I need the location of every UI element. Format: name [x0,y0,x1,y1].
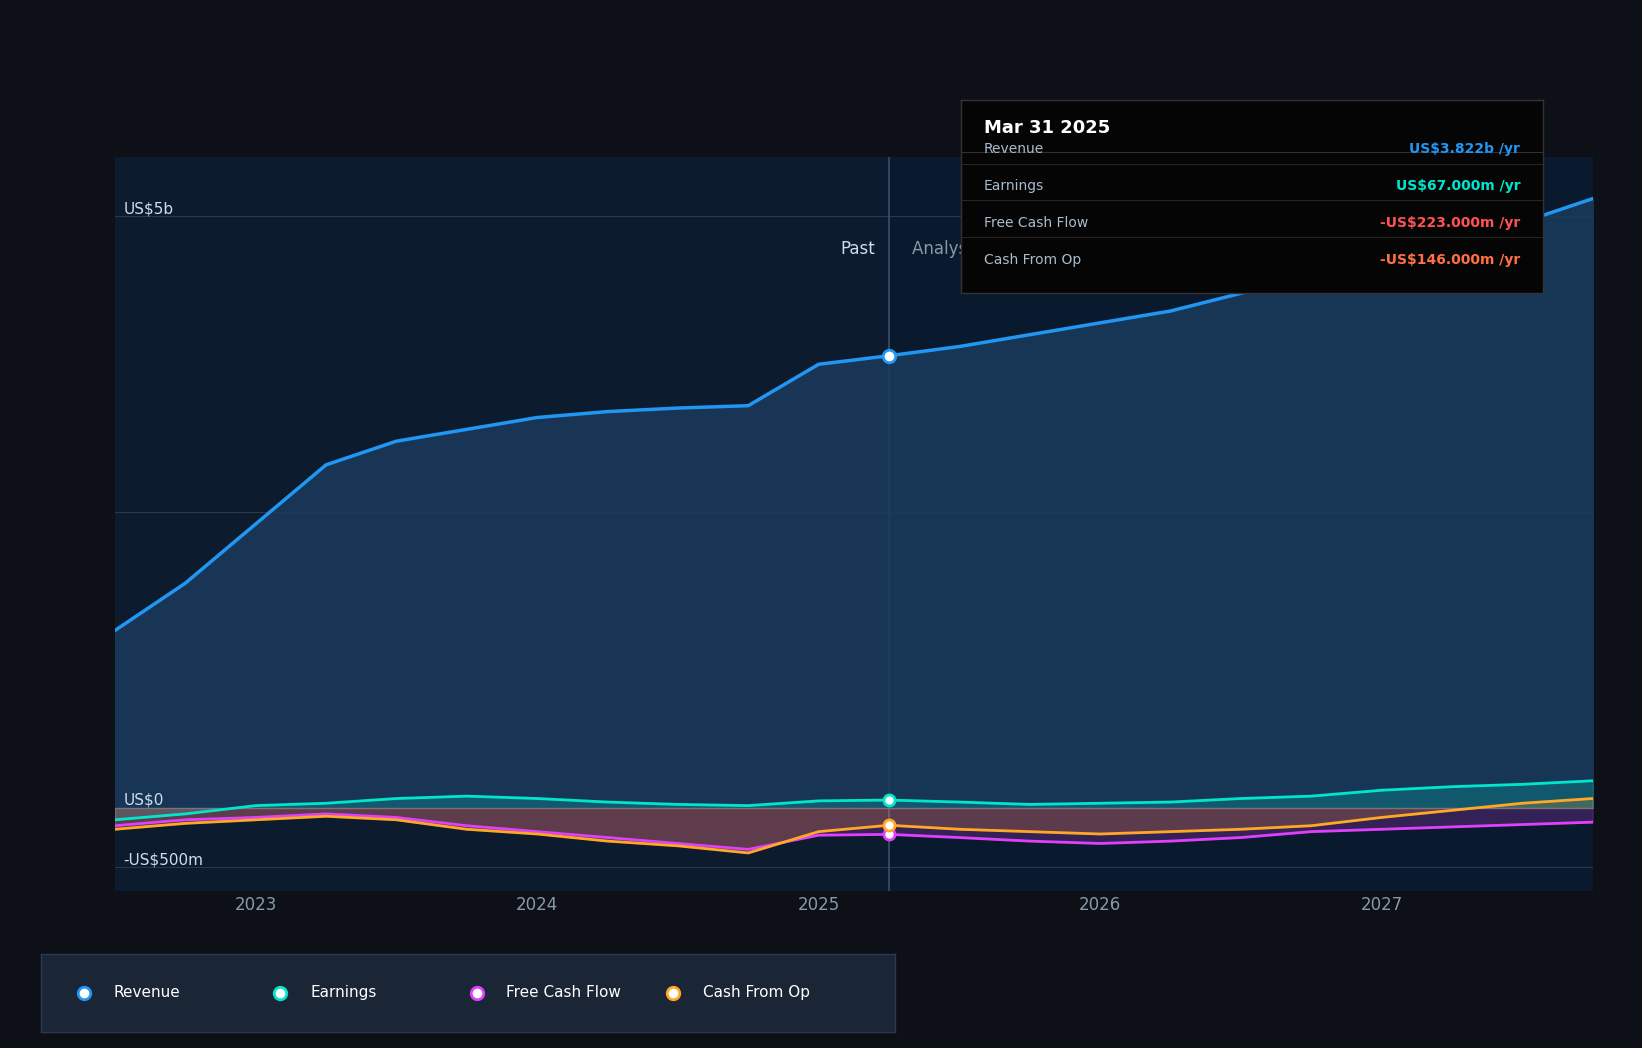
Text: Cash From Op: Cash From Op [984,253,1080,267]
Text: Free Cash Flow: Free Cash Flow [506,985,621,1001]
Text: US$67.000m /yr: US$67.000m /yr [1396,179,1520,193]
Text: Revenue: Revenue [984,143,1044,156]
Text: US$5b: US$5b [123,201,174,216]
Text: Earnings: Earnings [310,985,376,1001]
Text: -US$223.000m /yr: -US$223.000m /yr [1379,216,1520,230]
Text: US$0: US$0 [123,793,164,808]
Text: US$3.822b /yr: US$3.822b /yr [1409,143,1520,156]
Text: Revenue: Revenue [113,985,181,1001]
Text: Past: Past [841,240,875,258]
Text: Earnings: Earnings [984,179,1044,193]
Text: Analysts Forecasts: Analysts Forecasts [911,240,1066,258]
Text: -US$146.000m /yr: -US$146.000m /yr [1379,253,1520,267]
Text: Free Cash Flow: Free Cash Flow [984,216,1089,230]
Bar [888,157,1593,891]
Text: Cash From Op: Cash From Op [703,985,810,1001]
Text: -US$500m: -US$500m [123,852,204,867]
Text: Mar 31 2025: Mar 31 2025 [984,119,1110,137]
